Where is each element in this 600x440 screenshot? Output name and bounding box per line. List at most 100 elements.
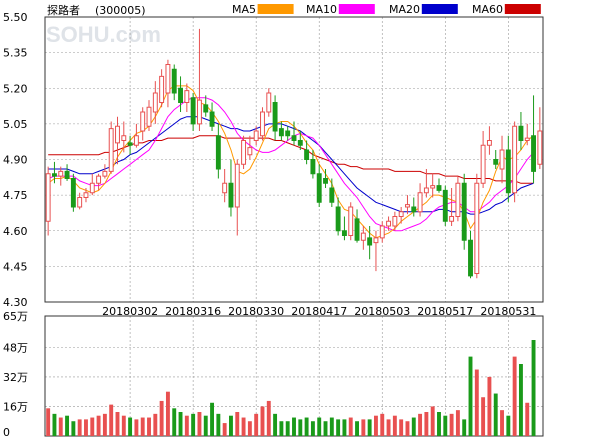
volume-tick-label: 65万 <box>3 310 28 323</box>
volume-bar <box>493 393 498 436</box>
candle-body <box>52 173 57 177</box>
candle-body <box>77 197 83 208</box>
price-tick-label: 5.50 <box>3 11 28 24</box>
volume-bar <box>90 417 95 436</box>
candle-body <box>505 149 511 194</box>
volume-tick-label: 16万 <box>3 400 28 413</box>
volume-bar <box>462 419 467 436</box>
volume-bar <box>210 402 215 436</box>
volume-bar <box>336 419 341 436</box>
volume-bar <box>373 415 378 436</box>
volume-bar <box>468 356 473 436</box>
volume-bar <box>58 417 63 436</box>
volume-bar <box>128 417 133 436</box>
price-tick-label: 4.75 <box>3 189 28 202</box>
volume-bar <box>197 412 202 436</box>
candle-body <box>423 187 429 194</box>
candlesticks <box>45 28 543 279</box>
candle-body <box>323 178 328 184</box>
candle-body <box>341 230 347 236</box>
date-tick-label: 20180517 <box>417 305 473 318</box>
volume-bar <box>254 413 259 436</box>
volume-tick-label: 48万 <box>3 341 28 354</box>
candle-body <box>442 189 448 222</box>
ma20-line <box>48 116 534 215</box>
candle-body <box>499 149 505 170</box>
candle-body <box>468 239 473 277</box>
legend-swatch <box>338 4 375 14</box>
volume-bar <box>222 423 227 436</box>
volume-bar <box>342 419 347 436</box>
stock-code: (300005) <box>95 4 146 17</box>
candle-body <box>278 128 284 137</box>
volume-bar <box>247 421 252 436</box>
candle-body <box>285 130 291 137</box>
volume-bar <box>518 364 523 436</box>
date-tick-label: 20180330 <box>228 305 284 318</box>
candle-body <box>272 102 278 132</box>
volume-bars <box>46 340 536 436</box>
candle-body <box>486 140 492 146</box>
volume-bar <box>323 421 328 436</box>
candle-body <box>241 140 247 165</box>
volume-bar <box>159 400 164 436</box>
volume-bar <box>361 419 366 436</box>
candle-body <box>64 170 70 179</box>
price-tick-label: 5.35 <box>3 47 28 60</box>
candle-body <box>461 182 467 241</box>
volume-bar <box>355 421 359 436</box>
candle-body <box>354 218 360 241</box>
volume-bar <box>424 412 429 436</box>
price-tick-label: 4.45 <box>3 260 28 273</box>
moving-averages <box>47 85 534 239</box>
volume-bar <box>500 410 504 436</box>
candle-body <box>178 87 183 103</box>
price-tick-label: 5.20 <box>3 82 28 95</box>
volume-bar <box>46 408 51 436</box>
candle-body <box>228 182 234 208</box>
volume-bar <box>437 412 441 436</box>
volume-bar <box>474 369 479 436</box>
candle-body <box>247 147 253 156</box>
volume-bar <box>241 417 246 436</box>
candle-body <box>411 206 417 213</box>
volume-bar <box>310 421 315 436</box>
legend-label: MA20 <box>389 3 420 16</box>
volume-tick-label: 0 <box>3 426 10 439</box>
volume-bar <box>285 421 290 436</box>
volume-bar <box>52 413 57 436</box>
candle-body <box>480 144 486 184</box>
volume-bar <box>235 412 240 436</box>
candle-body <box>417 192 423 213</box>
candle-body <box>115 125 120 144</box>
candle-body <box>127 142 133 146</box>
volume-bar <box>317 417 322 436</box>
candle-body <box>335 206 341 232</box>
candle-body <box>83 192 89 198</box>
candle-body <box>234 163 240 208</box>
volume-bar <box>229 415 233 436</box>
volume-bar <box>531 340 536 436</box>
candle-body <box>524 137 530 141</box>
date-tick-label: 20180302 <box>102 305 158 318</box>
volume-bar <box>147 417 151 436</box>
volume-bar <box>65 415 70 436</box>
volume-bar <box>172 408 177 436</box>
price-tick-label: 4.90 <box>3 154 28 167</box>
candle-body <box>222 182 228 194</box>
legend-swatch <box>421 4 458 14</box>
legend-label: MA60 <box>472 3 503 16</box>
candle-body <box>140 111 146 132</box>
candle-body <box>537 130 543 165</box>
volume-bar <box>266 400 271 436</box>
candle-body <box>253 130 259 141</box>
volume-bar <box>96 415 101 436</box>
candle-body <box>455 182 461 217</box>
volume-bar <box>481 397 486 436</box>
volume-bar <box>184 415 189 436</box>
volume-bar <box>348 417 353 436</box>
volume-bar <box>84 419 88 436</box>
legend-swatch <box>504 4 541 14</box>
candle-body <box>386 220 392 227</box>
